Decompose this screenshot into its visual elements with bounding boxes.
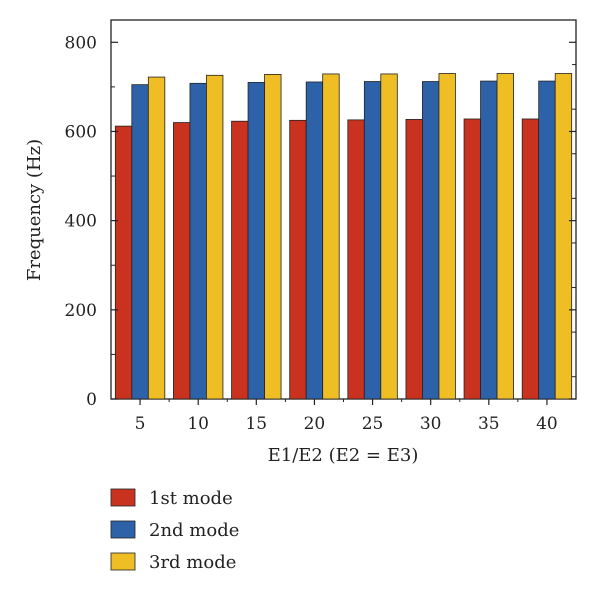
x-tick-label: 15 — [245, 414, 267, 434]
x-tick-label: 30 — [420, 414, 442, 434]
bar-1-20 — [289, 119, 307, 400]
bar-3-30 — [438, 73, 456, 400]
bar-1-40 — [521, 118, 540, 400]
x-tick-label: 35 — [478, 414, 500, 434]
bar-3-5 — [147, 76, 166, 400]
legend: 1st mode 2nd mode 3rd mode — [110, 488, 239, 573]
y-tick-label: 800 — [65, 33, 97, 53]
legend-label-2: 2nd mode — [149, 520, 239, 541]
x-tick-label: 25 — [362, 414, 384, 434]
bar-3-20 — [322, 73, 340, 400]
bar-1-35 — [463, 118, 481, 400]
x-ticks-group: 5 10 15 20 25 30 35 40 — [135, 399, 558, 434]
bars-group — [114, 73, 573, 400]
legend-swatch-2 — [110, 520, 136, 539]
bar-1-5 — [114, 125, 133, 400]
legend-label-3: 3rd mode — [149, 552, 236, 573]
bar-1-30 — [405, 119, 423, 400]
bar-2-10 — [189, 82, 207, 400]
legend-swatch-1 — [110, 488, 136, 507]
y-ticks-group: 0 200 400 600 800 — [65, 33, 576, 410]
y-tick-label: 600 — [65, 122, 97, 142]
bar-2-30 — [422, 81, 440, 400]
bar-3-10 — [206, 74, 224, 400]
legend-label-1: 1st mode — [149, 488, 233, 509]
bar-2-15 — [247, 82, 265, 400]
bar-3-40 — [554, 73, 573, 400]
bar-3-15 — [264, 73, 282, 400]
bar-3-25 — [380, 73, 398, 400]
x-tick-label: 20 — [304, 414, 326, 434]
y-tick-label: 0 — [86, 390, 97, 410]
bar-2-20 — [305, 81, 324, 400]
legend-swatch-3 — [110, 552, 136, 571]
x-tick-label: 5 — [135, 414, 146, 434]
bar-2-40 — [538, 80, 556, 400]
x-axis-title: E1/E2 (E2 = E3) — [268, 445, 419, 466]
x-tick-label: 10 — [187, 414, 209, 434]
bar-1-10 — [173, 122, 191, 400]
bar-2-35 — [480, 80, 498, 400]
y-tick-label: 400 — [65, 212, 97, 232]
y-tick-label: 200 — [65, 301, 97, 321]
y-axis-title: Frequency (Hz) — [24, 139, 45, 281]
bar-3-35 — [496, 73, 514, 400]
bar-1-15 — [231, 120, 249, 400]
x-tick-label: 40 — [536, 414, 558, 434]
bar-2-5 — [131, 84, 149, 400]
bar-2-25 — [363, 81, 382, 400]
bar-1-25 — [347, 119, 365, 400]
